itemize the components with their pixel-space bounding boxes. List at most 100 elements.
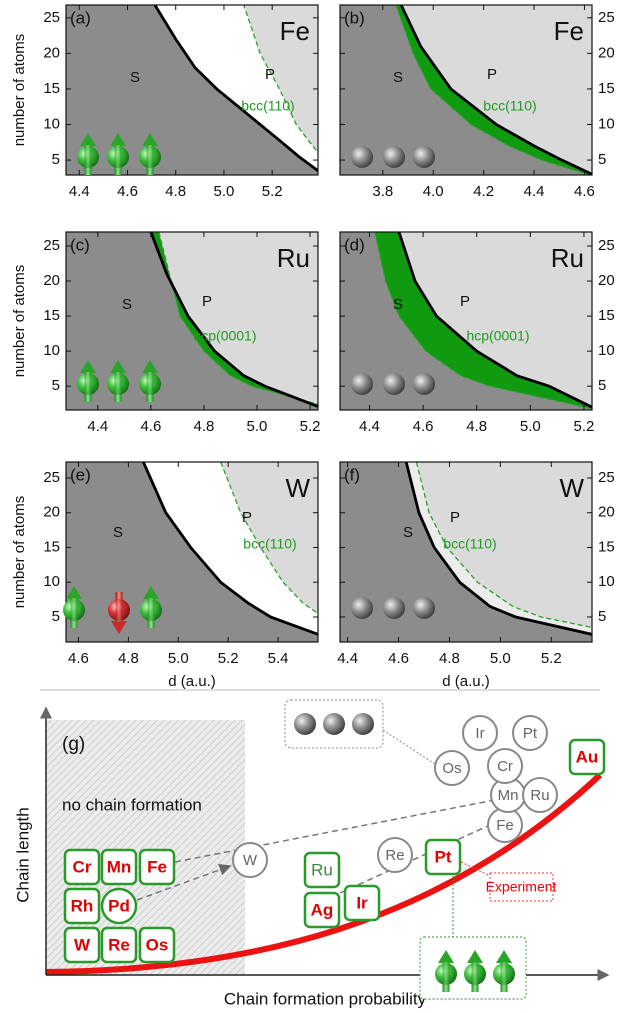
element-box: Os [140, 928, 174, 962]
element-label: Mn [498, 787, 519, 804]
x-tick-label: 4.8 [466, 418, 487, 435]
element-label: Ag [311, 900, 334, 919]
y-axis-label: Chain length [13, 807, 32, 902]
element-box: Cr [65, 850, 99, 884]
annotation: bcc(110) [443, 536, 496, 552]
x-tick-label: 5.2 [262, 183, 283, 200]
annotation: P [450, 509, 460, 526]
annotation: P [265, 66, 275, 83]
element-box: Re [102, 928, 136, 962]
x-tick-label: 4.8 [118, 650, 139, 667]
y-tick-label: 20 [598, 44, 615, 61]
y-tick-label: 25 [43, 469, 60, 486]
y-tick-label: 15 [598, 307, 615, 324]
element-label: Cr [497, 758, 513, 775]
annotation: bcc(110) [483, 98, 536, 114]
y-axis-label: number of atoms [11, 496, 28, 609]
y-tick-label: 5 [52, 608, 60, 625]
element-box: W [65, 928, 99, 962]
connector [383, 730, 435, 764]
x-tick-label: 4.6 [574, 183, 595, 200]
x-tick-label: 4.8 [165, 183, 186, 200]
y-tick-label: 15 [598, 538, 615, 555]
x-tick-label: 4.4 [524, 183, 545, 200]
y-tick-label: 10 [598, 115, 615, 132]
element-box: Rh [65, 889, 99, 923]
element-box: Ir [345, 886, 379, 920]
annotation: hcp(0001) [466, 328, 529, 344]
y-tick-label: 5 [598, 151, 606, 168]
annotation: P [242, 509, 252, 526]
x-tick-label: 3.8 [372, 183, 393, 200]
element-box: Pd [102, 889, 136, 923]
x-tick-label: 5.2 [541, 650, 562, 667]
x-tick-label: 4.4 [337, 650, 358, 667]
y-tick-label: 25 [598, 237, 615, 254]
element-label: W [243, 852, 258, 869]
y-tick-label: 15 [43, 80, 60, 97]
y-tick-label: 10 [598, 342, 615, 359]
element-label: Cr [73, 857, 92, 876]
element-label: Ru [311, 860, 333, 879]
annotation: P [202, 293, 212, 310]
x-axis-label: Chain formation probability [224, 989, 427, 1008]
y-tick-label: 10 [43, 115, 60, 132]
y-tick-label: 20 [43, 44, 60, 61]
element-label: Au [576, 747, 599, 766]
element-label: Fe [554, 16, 584, 46]
element-box: Mn [102, 850, 136, 884]
x-tick-label: 4.0 [423, 183, 444, 200]
annotation: bcc(110) [243, 536, 296, 552]
y-tick-label: 5 [52, 151, 60, 168]
x-tick-label: 4.2 [473, 183, 494, 200]
panel-label: (d) [344, 235, 365, 254]
x-tick-label: 4.6 [388, 650, 409, 667]
y-tick-label: 15 [43, 307, 60, 324]
element-label: Pt [435, 847, 452, 866]
y-tick-label: 25 [43, 9, 60, 26]
annotation: S [403, 524, 413, 541]
element-label: Fe [496, 817, 514, 834]
element-label: Fe [280, 16, 310, 46]
element-label: Rh [71, 896, 94, 915]
x-axis-label: d (a.u.) [168, 673, 216, 690]
x-tick-label: 4.8 [439, 650, 460, 667]
x-tick-label: 4.8 [194, 418, 215, 435]
panel-label: (b) [344, 8, 365, 27]
panel-label: (g) [62, 734, 85, 755]
element-label: Ir [356, 893, 368, 912]
y-tick-label: 10 [43, 573, 60, 590]
x-tick-label: 5.2 [300, 418, 321, 435]
element-box: Ag [305, 893, 339, 927]
y-tick-label: 20 [43, 272, 60, 289]
y-tick-label: 5 [598, 608, 606, 625]
y-tick-label: 15 [43, 538, 60, 555]
y-tick-label: 20 [43, 504, 60, 521]
y-axis-label: number of atoms [11, 34, 28, 147]
panel-label: (f) [344, 465, 360, 484]
annotation: S [393, 296, 403, 313]
y-tick-label: 25 [598, 469, 615, 486]
x-tick-label: 4.4 [69, 183, 90, 200]
annotation: P [460, 293, 470, 310]
element-label: Mn [107, 857, 132, 876]
x-tick-label: 4.6 [413, 418, 434, 435]
x-axis-label: d (a.u.) [442, 673, 490, 690]
y-tick-label: 20 [598, 504, 615, 521]
y-tick-label: 15 [598, 80, 615, 97]
element-label: Ru [530, 787, 549, 804]
element-label: Re [108, 935, 130, 954]
annotation: bcc(110) [241, 98, 294, 114]
x-tick-label: 4.4 [359, 418, 380, 435]
annotation: hcp(0001) [193, 328, 256, 344]
element-label: W [285, 473, 310, 503]
element-box: Au [570, 740, 604, 774]
annotation: S [113, 524, 123, 541]
annotation: S [122, 296, 132, 313]
element-label: Pd [108, 896, 130, 915]
experiment-label: Experiment [486, 879, 557, 895]
element-label: Re [385, 847, 404, 864]
y-tick-label: 10 [598, 573, 615, 590]
y-tick-label: 20 [598, 272, 615, 289]
element-label: Ir [475, 725, 484, 742]
